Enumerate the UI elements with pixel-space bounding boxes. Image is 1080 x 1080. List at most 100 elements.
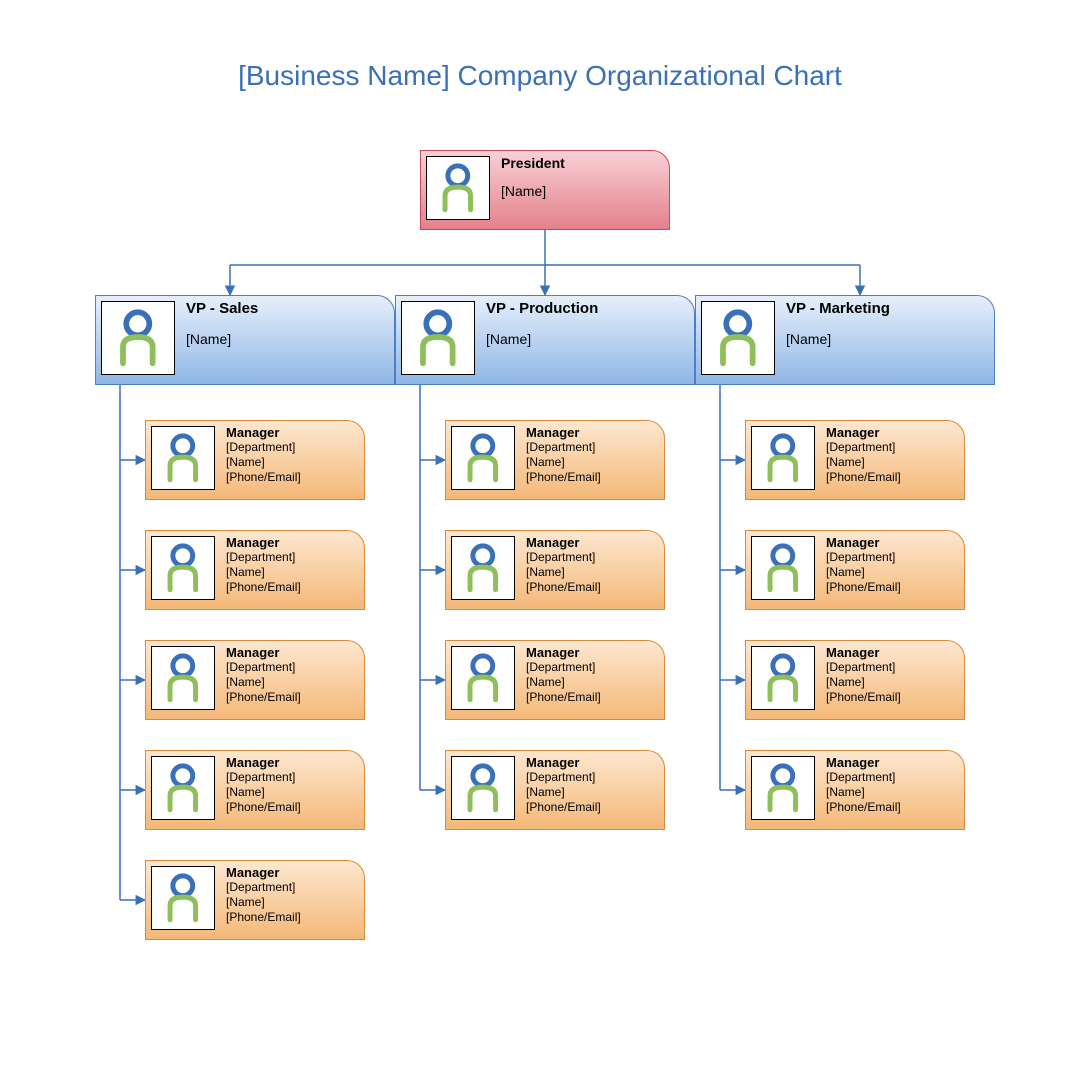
person-icon bbox=[709, 309, 767, 367]
photo-box bbox=[151, 866, 215, 930]
card-line: [Department] bbox=[226, 770, 358, 785]
manager-card: Manager[Department][Name][Phone/Email] bbox=[445, 750, 665, 830]
manager-card: Manager[Department][Name][Phone/Email] bbox=[145, 420, 365, 500]
person-icon bbox=[158, 653, 208, 703]
person-icon bbox=[158, 433, 208, 483]
role-label: VP - Sales bbox=[186, 300, 388, 317]
manager-card: Manager[Department][Name][Phone/Email] bbox=[145, 860, 365, 940]
card-line: [Phone/Email] bbox=[226, 470, 358, 485]
manager-card: Manager[Department][Name][Phone/Email] bbox=[745, 750, 965, 830]
card-line: [Name] bbox=[826, 675, 958, 690]
card-line: [Department] bbox=[526, 550, 658, 565]
role-label: Manager bbox=[826, 425, 958, 440]
person-icon bbox=[758, 433, 808, 483]
card-meta: VP - Marketing[Name] bbox=[780, 296, 994, 384]
card-line: [Department] bbox=[526, 440, 658, 455]
card-line: [Name] bbox=[526, 675, 658, 690]
photo-box bbox=[451, 536, 515, 600]
photo-box bbox=[701, 301, 775, 375]
role-label: Manager bbox=[226, 755, 358, 770]
card-meta: Manager[Department][Name][Phone/Email] bbox=[220, 421, 364, 499]
person-icon bbox=[758, 763, 808, 813]
role-label: Manager bbox=[826, 755, 958, 770]
card-line: [Name] bbox=[826, 785, 958, 800]
card-line: [Department] bbox=[826, 770, 958, 785]
card-line: [Phone/Email] bbox=[526, 470, 658, 485]
card-meta: Manager[Department][Name][Phone/Email] bbox=[220, 861, 364, 939]
card-meta: Manager[Department][Name][Phone/Email] bbox=[520, 531, 664, 609]
vp-card: VP - Marketing[Name] bbox=[695, 295, 995, 385]
card-line: [Department] bbox=[826, 550, 958, 565]
role-label: Manager bbox=[226, 645, 358, 660]
person-icon bbox=[109, 309, 167, 367]
card-meta: Manager[Department][Name][Phone/Email] bbox=[820, 641, 964, 719]
card-line: [Name] bbox=[226, 565, 358, 580]
photo-box bbox=[451, 426, 515, 490]
card-meta: Manager[Department][Name][Phone/Email] bbox=[820, 751, 964, 829]
role-label: VP - Marketing bbox=[786, 300, 988, 317]
card-line: [Department] bbox=[526, 660, 658, 675]
card-line: [Phone/Email] bbox=[226, 910, 358, 925]
card-line: [Phone/Email] bbox=[826, 580, 958, 595]
card-line: [Phone/Email] bbox=[826, 800, 958, 815]
manager-card: Manager[Department][Name][Phone/Email] bbox=[145, 640, 365, 720]
card-line: [Name] bbox=[226, 455, 358, 470]
person-icon bbox=[758, 653, 808, 703]
person-icon bbox=[458, 653, 508, 703]
card-meta: President[Name] bbox=[495, 151, 669, 229]
photo-box bbox=[751, 646, 815, 710]
person-icon bbox=[409, 309, 467, 367]
vp-card: VP - Production[Name] bbox=[395, 295, 695, 385]
card-line: [Name] bbox=[226, 675, 358, 690]
role-label: VP - Production bbox=[486, 300, 688, 317]
role-label: Manager bbox=[526, 755, 658, 770]
role-label: Manager bbox=[226, 865, 358, 880]
card-line: [Name] bbox=[186, 331, 388, 347]
photo-box bbox=[751, 426, 815, 490]
card-meta: Manager[Department][Name][Phone/Email] bbox=[520, 641, 664, 719]
photo-box bbox=[426, 156, 490, 220]
manager-card: Manager[Department][Name][Phone/Email] bbox=[445, 420, 665, 500]
chart-title: [Business Name] Company Organizational C… bbox=[0, 60, 1080, 92]
photo-box bbox=[151, 536, 215, 600]
person-icon bbox=[158, 543, 208, 593]
card-line: [Phone/Email] bbox=[826, 690, 958, 705]
role-label: Manager bbox=[526, 645, 658, 660]
card-line: [Name] bbox=[526, 785, 658, 800]
person-icon bbox=[158, 873, 208, 923]
card-meta: Manager[Department][Name][Phone/Email] bbox=[220, 751, 364, 829]
photo-box bbox=[151, 646, 215, 710]
role-label: Manager bbox=[226, 535, 358, 550]
role-label: Manager bbox=[826, 535, 958, 550]
card-meta: Manager[Department][Name][Phone/Email] bbox=[820, 421, 964, 499]
person-icon bbox=[158, 763, 208, 813]
photo-box bbox=[151, 426, 215, 490]
card-line: [Department] bbox=[226, 440, 358, 455]
manager-card: Manager[Department][Name][Phone/Email] bbox=[145, 530, 365, 610]
card-line: [Name] bbox=[826, 565, 958, 580]
manager-card: Manager[Department][Name][Phone/Email] bbox=[445, 530, 665, 610]
person-icon bbox=[458, 433, 508, 483]
card-line: [Phone/Email] bbox=[226, 800, 358, 815]
card-line: [Department] bbox=[226, 550, 358, 565]
card-meta: Manager[Department][Name][Phone/Email] bbox=[220, 531, 364, 609]
photo-box bbox=[751, 536, 815, 600]
manager-card: Manager[Department][Name][Phone/Email] bbox=[145, 750, 365, 830]
photo-box bbox=[101, 301, 175, 375]
card-line: [Name] bbox=[526, 565, 658, 580]
card-meta: Manager[Department][Name][Phone/Email] bbox=[220, 641, 364, 719]
photo-box bbox=[751, 756, 815, 820]
manager-card: Manager[Department][Name][Phone/Email] bbox=[745, 530, 965, 610]
role-label: Manager bbox=[526, 535, 658, 550]
person-icon bbox=[758, 543, 808, 593]
role-label: Manager bbox=[826, 645, 958, 660]
card-line: [Department] bbox=[826, 440, 958, 455]
card-line: [Phone/Email] bbox=[226, 690, 358, 705]
card-line: [Phone/Email] bbox=[226, 580, 358, 595]
manager-card: Manager[Department][Name][Phone/Email] bbox=[745, 640, 965, 720]
role-label: Manager bbox=[526, 425, 658, 440]
card-line: [Department] bbox=[226, 660, 358, 675]
card-line: [Department] bbox=[526, 770, 658, 785]
card-line: [Name] bbox=[501, 183, 663, 199]
card-line: [Phone/Email] bbox=[526, 800, 658, 815]
